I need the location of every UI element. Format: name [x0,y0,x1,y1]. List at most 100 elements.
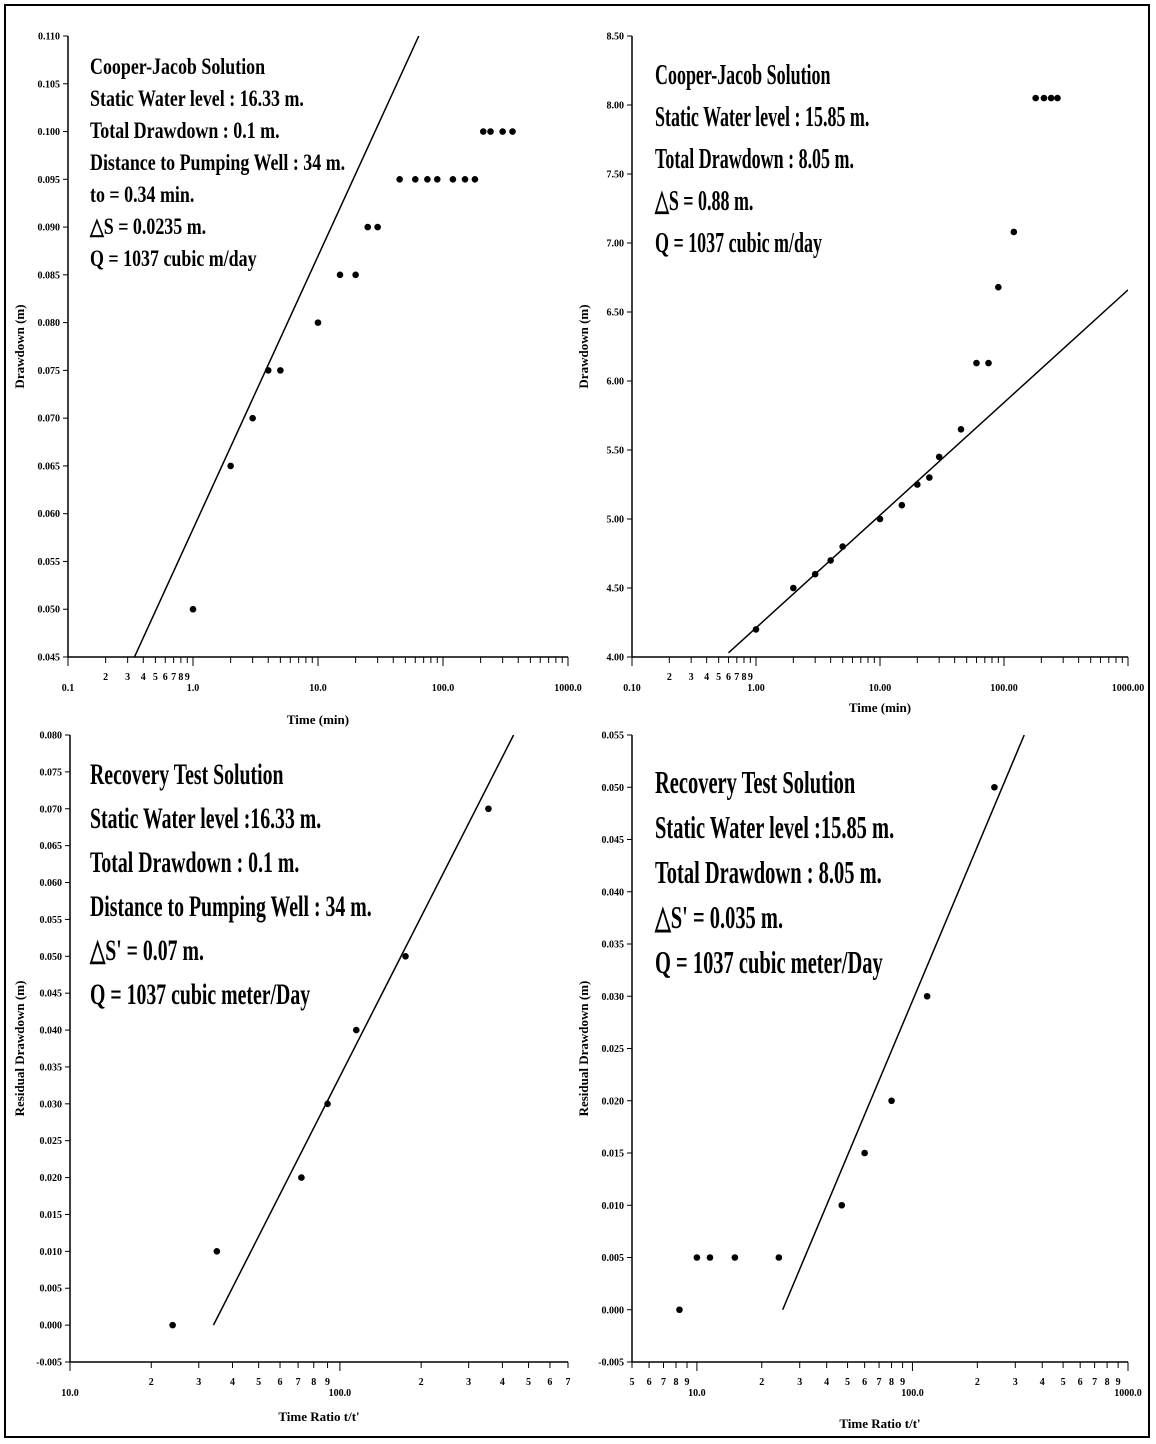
x-major-tick-label: 0.1 [62,683,75,694]
annotation-line: △S' = 0.035 m. [654,899,783,935]
y-tick-label: 0.060 [38,509,61,520]
data-point [923,992,931,1000]
data-point [876,515,884,523]
x-minor-tick-label: 2 [759,1377,764,1388]
x-axis-title: Time Ratio t/t' [839,1416,920,1431]
data-point [1032,94,1039,102]
y-tick-label: 4.00 [607,653,625,664]
x-minor-tick-label: 4 [500,1377,505,1388]
y-tick-label: 0.050 [38,605,61,616]
x-major-tick-label: 100.0 [329,1388,352,1399]
x-minor-tick-label: 4 [824,1377,829,1388]
x-minor-tick-label: 8 [311,1377,316,1388]
x-minor-tick-label: 5 [153,672,158,683]
y-tick-label: 0.015 [40,1210,63,1221]
x-minor-tick-label: 7 [877,1377,882,1388]
annotation-line: Total Drawdown : 8.05 m. [655,144,854,175]
y-tick-label: 8.00 [607,101,625,112]
data-point [449,176,457,183]
x-minor-tick-label: 9 [900,1377,905,1388]
x-minor-tick-label: 4 [141,672,146,683]
y-tick-label: 0.110 [38,32,60,43]
x-minor-tick-label: 7 [566,1377,571,1388]
y-tick-label: 0.070 [38,414,61,425]
annotation-line: Distance to Pumping Well : 34 m. [90,151,345,176]
annotation-line: Total Drawdown : 8.05 m. [655,854,882,890]
x-minor-tick-label: 8 [741,672,746,683]
y-tick-label: 6.50 [607,308,625,319]
data-point [995,283,1002,291]
y-tick-label: 0.050 [602,783,625,794]
x-minor-tick-label: 4 [230,1377,235,1388]
data-point [411,176,419,183]
x-minor-tick-label: 3 [797,1377,802,1388]
data-point [213,1248,221,1255]
data-point [471,176,479,183]
y-tick-label: 0.030 [602,992,625,1003]
data-point [935,453,943,461]
x-minor-tick-label: 2 [667,672,672,683]
annotation-line: to = 0.34 min. [90,183,194,208]
x-minor-tick-label: 5 [526,1377,531,1388]
data-point [264,367,272,374]
y-tick-label: 0.005 [602,1253,625,1264]
x-minor-tick-label: 3 [1013,1377,1018,1388]
x-minor-tick-label: 9 [685,1377,690,1388]
x-major-tick-label: 1000.00 [1112,683,1145,694]
data-point [1010,228,1018,236]
x-minor-tick-label: 3 [689,672,694,683]
annotation-line: Cooper-Jacob Solution [655,60,831,91]
y-tick-label: 0.055 [38,557,61,568]
chart-4: -0.005 0.000 0.005 0.010 0.015 0.020 0.025 0.03… [576,731,1142,1432]
x-minor-tick-label: 7 [661,1377,666,1388]
y-tick-label: 0.000 [602,1305,625,1316]
annotation-line: Static Water level :16.33 m. [90,802,321,835]
y-tick-label: 0.025 [602,1044,625,1055]
x-minor-tick-label: 6 [726,672,731,683]
x-minor-tick-label: 4 [704,672,709,683]
data-point [169,1321,176,1329]
x-minor-tick-label: 6 [862,1377,867,1388]
annotation-line: Cooper-Jacob Solution [90,55,266,80]
data-point [676,1306,683,1314]
data-point [973,359,980,367]
y-axis-title: Residual Drawdown (m) [12,981,27,1117]
data-point [352,1026,360,1034]
x-minor-tick-label: 7 [734,672,739,683]
x-minor-tick-label: 6 [647,1377,652,1388]
x-minor-tick-label: 5 [256,1377,261,1388]
annotation-line: Distance to Pumping Well : 34 m. [90,890,372,923]
data-point [991,783,998,791]
annotation-line: △S = 0.0235 m. [89,215,206,240]
y-tick-label: 0.010 [40,1247,63,1258]
y-tick-label: 5.00 [607,515,625,526]
chart-1: 0.045 0.050 0.055 0.060 0.065 0.070 0.075 0.080… [12,32,582,728]
data-point [1047,94,1055,102]
x-minor-tick-label: 5 [716,672,721,683]
x-minor-tick-label: 2 [975,1377,980,1388]
y-tick-label: 0.095 [38,175,61,186]
x-major-tick-label: 10.0 [309,683,327,694]
x-minor-tick-label: 8 [889,1377,894,1388]
x-minor-tick-label: 2 [419,1377,424,1388]
data-point [914,481,921,488]
x-minor-tick-label: 8 [1105,1377,1110,1388]
data-point [775,1254,783,1261]
data-point [752,626,760,633]
x-major-tick-label: 10.00 [869,683,892,694]
data-point [485,805,492,813]
data-point [790,584,797,592]
fit-line [781,735,1025,1311]
annotation-line: △S' = 0.07 m. [89,934,204,967]
x-minor-tick-label: 6 [547,1377,552,1388]
annotation-line: Q = 1037 cubic meter/Day [655,944,883,980]
y-tick-label: 0.040 [602,887,625,898]
y-tick-label: 8.50 [607,32,625,43]
annotation-line: Static Water level : 16.33 m. [90,87,304,112]
annotation-line: Static Water level : 15.85 m. [655,102,869,133]
x-major-tick-label: 1.00 [747,683,765,694]
y-tick-label: 0.100 [38,127,61,138]
data-point [396,176,403,183]
x-minor-tick-label: 2 [103,672,108,683]
